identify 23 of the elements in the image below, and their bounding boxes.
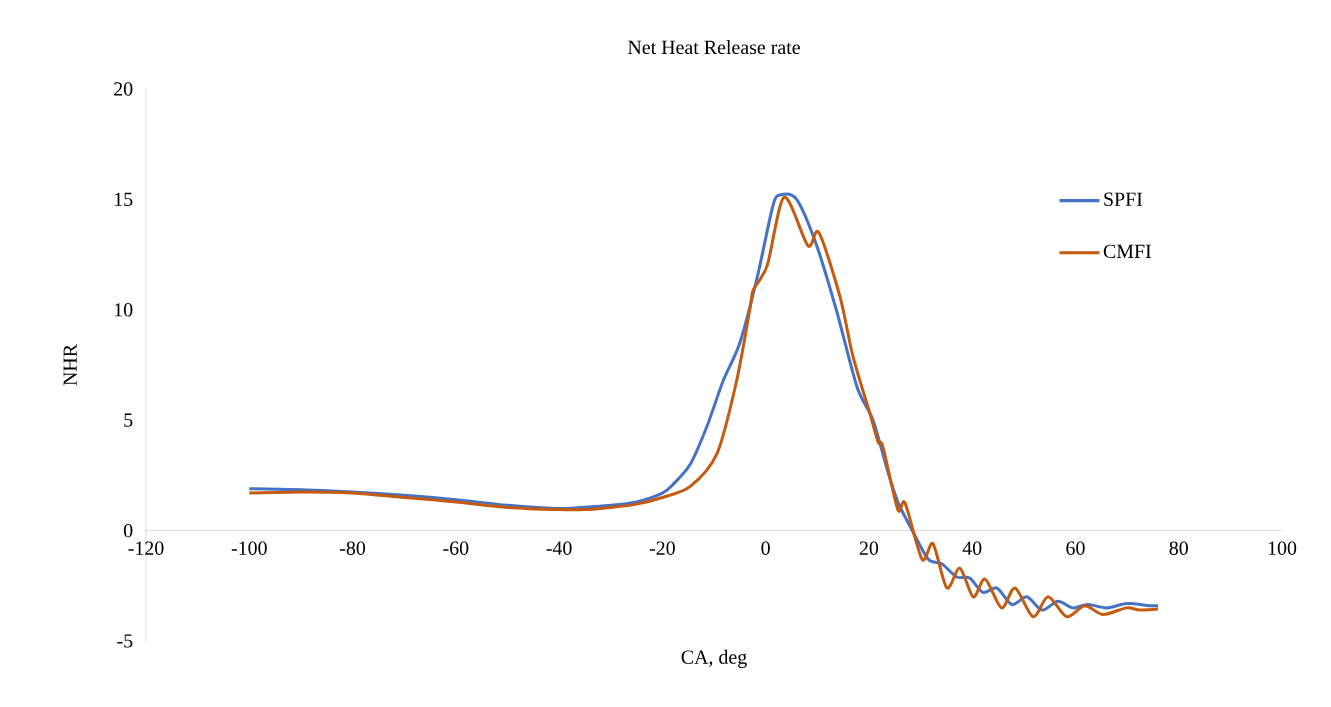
x-tick-label: -100 — [231, 541, 267, 555]
x-tick-label: 0 — [761, 541, 770, 555]
x-tick-label: -60 — [443, 541, 469, 555]
y-tick-label: 0 — [123, 523, 133, 538]
x-tick-label: 100 — [1268, 541, 1297, 555]
x-tick-label: -80 — [340, 541, 366, 555]
x-axis-title: CA, deg — [681, 649, 747, 668]
x-tick-label: -40 — [546, 541, 572, 555]
legend-label: SPFI — [1104, 192, 1143, 206]
y-tick-label: 15 — [114, 192, 133, 207]
x-tick-label: 40 — [962, 541, 982, 555]
y-tick-label: 10 — [114, 303, 133, 317]
x-tick-label: 80 — [1169, 541, 1188, 555]
x-tick-label: -120 — [128, 541, 164, 555]
chart-title: Net Heat Release rate — [628, 40, 800, 55]
y-tick-label: 5 — [124, 413, 133, 427]
x-tick-label: 60 — [1066, 541, 1085, 555]
x-tick-label: 20 — [859, 541, 879, 555]
y-axis-title: NHR — [63, 343, 77, 386]
x-tick-label: -20 — [649, 541, 675, 555]
legend-label: CMFI — [1103, 244, 1152, 259]
y-tick-label: 20 — [114, 82, 133, 96]
y-tick-label: -5 — [117, 634, 133, 648]
